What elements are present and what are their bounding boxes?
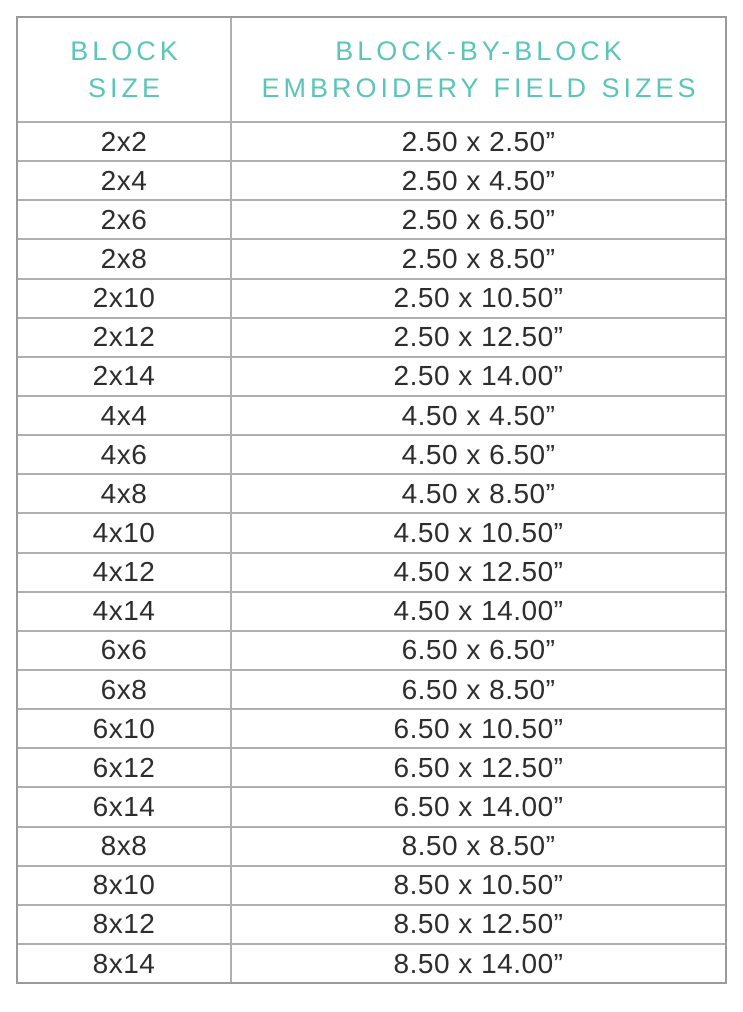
- block-size-cell: 4x6: [18, 436, 232, 474]
- table-row: 6x10 6.50 x 10.50”: [18, 710, 725, 750]
- block-size-cell: 6x8: [18, 670, 232, 709]
- block-size-cell: 4x10: [18, 514, 232, 552]
- field-size-cell: 4.50 x 12.50”: [393, 556, 564, 588]
- block-size-cell: 6x14: [18, 788, 232, 826]
- block-size-cell: 6x10: [18, 710, 232, 748]
- table-row: 2x10 2.50 x 10.50”: [18, 279, 725, 319]
- field-size-cell: 2.50 x 6.50”: [401, 203, 556, 235]
- block-size-cell: 6x6: [18, 631, 232, 669]
- field-size-cell: 4.50 x 14.00”: [393, 595, 564, 627]
- field-size-cell: 8.50 x 12.50”: [393, 908, 564, 940]
- table-row: 6x14 6.50 x 14.00”: [18, 788, 725, 828]
- block-size-cell: 6x12: [18, 749, 232, 787]
- table-row: 4x12 4.50 x 12.50”: [18, 553, 725, 593]
- table-row: 8x14 8.50 x 14.00”: [18, 944, 725, 983]
- field-size-cell: 4.50 x 8.50”: [401, 477, 556, 509]
- table-row: 2x6 2.50 x 6.50”: [18, 201, 725, 241]
- field-size-cell: 6.50 x 8.50”: [401, 673, 556, 705]
- field-size-cell: 6.50 x 10.50”: [393, 712, 564, 744]
- table-row: 4x6 4.50 x 6.50”: [18, 436, 725, 476]
- table-row: 6x12 6.50 x 12.50”: [18, 749, 725, 789]
- table-row: 2x4 2.50 x 4.50”: [18, 162, 725, 202]
- header-line: BLOCK-BY-BLOCK: [335, 35, 626, 66]
- field-size-cell: 6.50 x 12.50”: [393, 751, 564, 783]
- field-size-cell: 4.50 x 10.50”: [393, 516, 564, 548]
- field-size-cell: 2.50 x 4.50”: [401, 164, 556, 196]
- field-size-cell: 2.50 x 10.50”: [393, 282, 564, 314]
- field-size-cell: 6.50 x 14.00”: [393, 790, 564, 822]
- field-size-cell: 2.50 x 12.50”: [393, 321, 564, 353]
- table-row: 6x6 6.50 x 6.50”: [18, 631, 725, 671]
- block-size-cell: 4x4: [18, 396, 232, 435]
- table-row: 2x12 2.50 x 12.50”: [18, 318, 725, 358]
- block-size-cell: 4x14: [18, 592, 232, 630]
- table-row: 4x4 4.50 x 4.50”: [18, 396, 725, 437]
- field-size-cell: 8.50 x 8.50”: [401, 830, 556, 862]
- field-size-cell: 8.50 x 10.50”: [393, 869, 564, 901]
- header-line: SIZE: [87, 72, 164, 103]
- header-line: EMBROIDERY FIELD SIZES: [261, 72, 700, 103]
- field-size-cell: 2.50 x 14.00”: [393, 360, 564, 392]
- block-size-cell: 8x14: [18, 944, 232, 983]
- column-header-embroidery-field-sizes: BLOCK-BY-BLOCK EMBROIDERY FIELD SIZES: [232, 18, 725, 121]
- block-size-cell: 8x8: [18, 827, 232, 865]
- block-size-cell: 4x12: [18, 553, 232, 591]
- block-size-cell: 2x12: [18, 318, 232, 356]
- embroidery-size-chart-table: BLOCK SIZE BLOCK-BY-BLOCK EMBROIDERY FIE…: [16, 16, 727, 984]
- field-size-cell: 2.50 x 2.50”: [401, 125, 556, 157]
- block-size-cell: 2x14: [18, 357, 232, 395]
- block-size-cell: 8x10: [18, 866, 232, 904]
- field-size-cell: 2.50 x 8.50”: [401, 242, 556, 274]
- table-row: 2x8 2.50 x 8.50”: [18, 240, 725, 280]
- column-header-block-size: BLOCK SIZE: [18, 18, 232, 121]
- field-size-cell: 4.50 x 4.50”: [401, 399, 556, 431]
- block-size-cell: 8x12: [18, 905, 232, 943]
- field-size-cell: 4.50 x 6.50”: [401, 438, 556, 470]
- block-size-cell: 2x8: [18, 240, 232, 278]
- field-size-cell: 6.50 x 6.50”: [401, 634, 556, 666]
- table-body: 2x2 2.50 x 2.50” 2x4 2.50 x 4.50” 2x6 2.…: [18, 123, 725, 983]
- block-size-cell: 2x6: [18, 201, 232, 239]
- table-row: 4x8 4.50 x 8.50”: [18, 475, 725, 515]
- block-size-cell: 2x4: [18, 162, 232, 200]
- field-size-cell: 8.50 x 14.00”: [393, 947, 564, 979]
- table-header-row: BLOCK SIZE BLOCK-BY-BLOCK EMBROIDERY FIE…: [18, 18, 725, 123]
- table-row: 6x8 6.50 x 8.50”: [18, 670, 725, 711]
- table-row: 8x12 8.50 x 12.50”: [18, 905, 725, 945]
- header-line: BLOCK: [70, 35, 182, 66]
- block-size-cell: 2x10: [18, 279, 232, 317]
- table-row: 8x10 8.50 x 10.50”: [18, 866, 725, 906]
- block-size-cell: 4x8: [18, 475, 232, 513]
- table-row: 2x2 2.50 x 2.50”: [18, 123, 725, 163]
- table-row: 8x8 8.50 x 8.50”: [18, 827, 725, 867]
- table-row: 4x10 4.50 x 10.50”: [18, 514, 725, 554]
- table-row: 2x14 2.50 x 14.00”: [18, 357, 725, 397]
- block-size-cell: 2x2: [18, 123, 232, 161]
- table-row: 4x14 4.50 x 14.00”: [18, 592, 725, 632]
